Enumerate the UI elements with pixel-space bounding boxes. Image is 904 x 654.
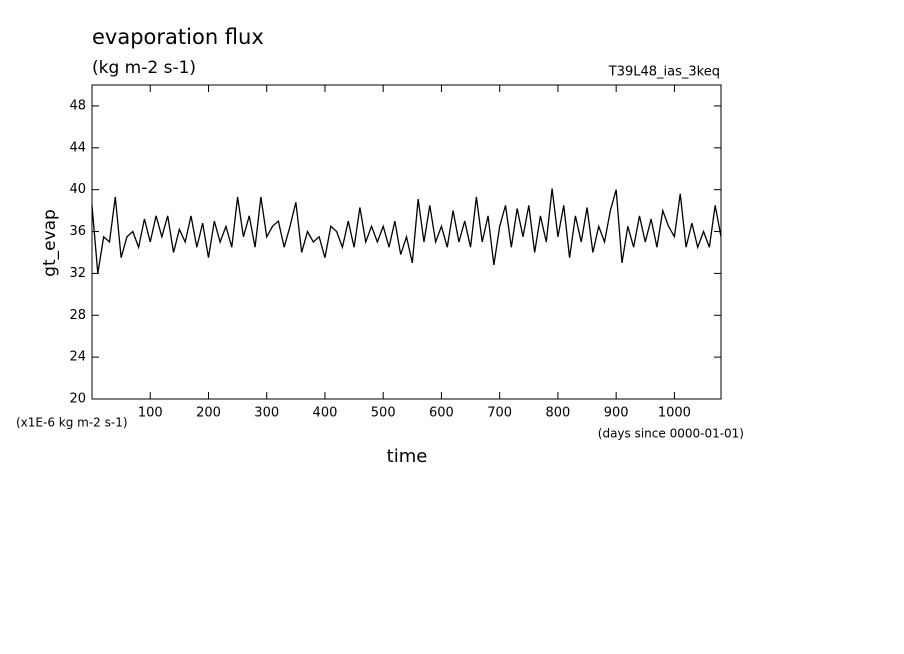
x-tick-label: 800 <box>546 406 571 421</box>
x-axis-label: time <box>387 446 428 467</box>
chart-subtitle: (kg m-2 s-1) <box>92 58 196 78</box>
y-tick-label: 28 <box>69 308 86 323</box>
annotation: T39L48_ias_3keq <box>608 65 720 80</box>
x-tick-label: 700 <box>487 406 512 421</box>
x-tick-label: 600 <box>429 406 454 421</box>
plot-frame <box>91 84 722 400</box>
y-tick-label: 24 <box>69 350 86 365</box>
chart-title: evaporation flux <box>92 25 264 49</box>
y-tick-label: 20 <box>69 392 86 407</box>
x-tick-label: 900 <box>604 406 629 421</box>
x-tick-label: 100 <box>138 406 163 421</box>
y-axis-label: gt_evap <box>40 209 60 277</box>
y-tick-label: 32 <box>69 266 86 281</box>
x-tick-label: 300 <box>254 406 279 421</box>
y-tick-label: 48 <box>69 98 86 113</box>
x-tick-label: 400 <box>313 406 338 421</box>
y-unit-label: (x1E-6 kg m-2 s-1) <box>16 416 128 430</box>
x-tick-label: 200 <box>196 406 221 421</box>
x-tick-label: 1000 <box>658 406 691 421</box>
y-tick-label: 40 <box>69 182 86 197</box>
y-tick-label: 36 <box>69 224 86 239</box>
x-tick-label: 500 <box>371 406 396 421</box>
y-tick-label: 44 <box>69 140 86 155</box>
data-line <box>91 188 722 274</box>
x-unit-label: (days since 0000-01-01) <box>598 427 744 441</box>
